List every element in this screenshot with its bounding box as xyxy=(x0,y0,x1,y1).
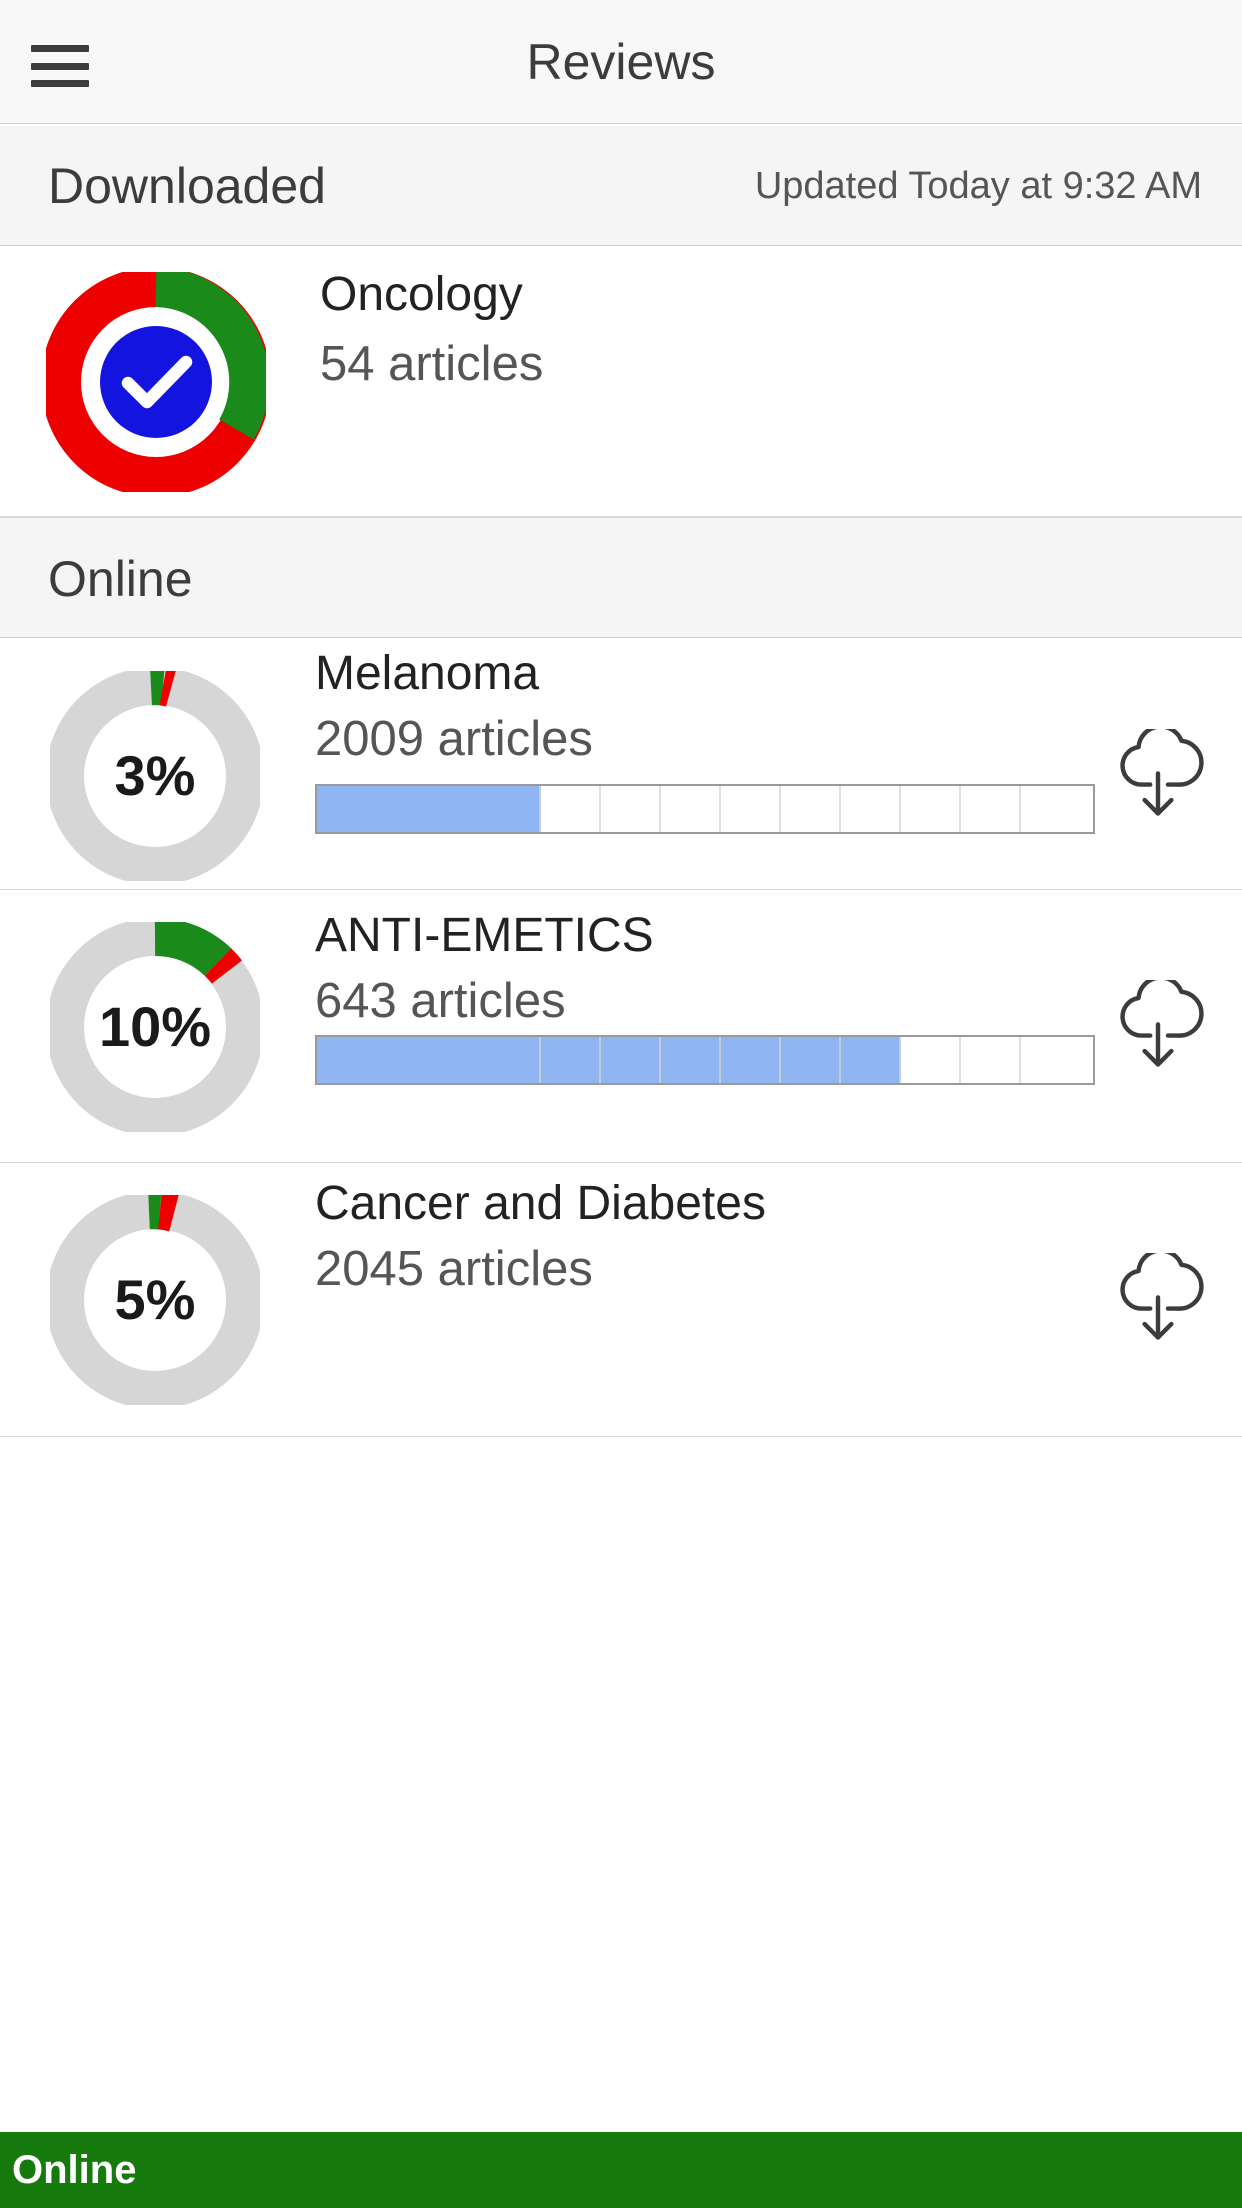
svg-text:10%: 10% xyxy=(99,995,211,1058)
svg-text:3%: 3% xyxy=(115,744,196,807)
svg-text:5%: 5% xyxy=(115,1268,196,1331)
